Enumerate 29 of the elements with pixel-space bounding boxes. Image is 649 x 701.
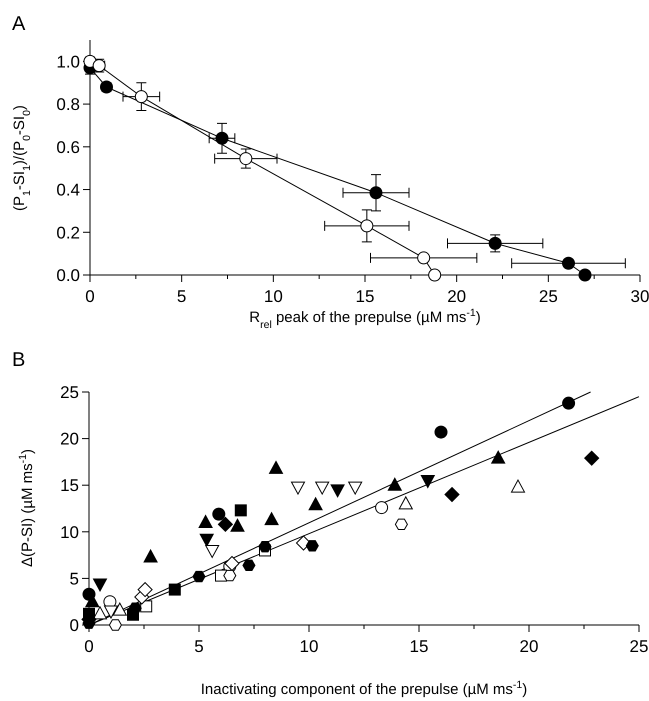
y-tick-label: 15 bbox=[60, 476, 79, 496]
x-tick-label: 25 bbox=[538, 287, 558, 306]
chart-title: B bbox=[12, 349, 26, 371]
x-tick-label: 30 bbox=[630, 287, 649, 306]
x-tick-label: 10 bbox=[300, 637, 318, 656]
x-tick-label: 0 bbox=[85, 287, 95, 306]
x-axis-title: R$_{rel}$ peak of the prepulse (µM ms$^{-1}$) bbox=[249, 307, 481, 331]
y-tick-label: 0.8 bbox=[56, 95, 80, 114]
x-tick-label: 20 bbox=[520, 637, 538, 656]
y-tick-label: 5 bbox=[70, 569, 79, 588]
y-tick-label: 0.4 bbox=[56, 180, 80, 200]
y-tick-label: 0.0 bbox=[56, 266, 80, 285]
x-tick-label: 0 bbox=[84, 637, 94, 656]
x-tick-label: 10 bbox=[264, 287, 283, 306]
y-tick-label: 10 bbox=[60, 522, 79, 542]
y-tick-label: 20 bbox=[60, 430, 79, 449]
x-tick-label: 5 bbox=[176, 287, 186, 306]
x-tick-label: 15 bbox=[356, 287, 374, 306]
y-tick-label: 0.6 bbox=[56, 138, 80, 157]
y-tick-label: 0.2 bbox=[56, 223, 80, 242]
x-axis-title: Inactivating component of the prepulse (µM ms$^{-1}$) bbox=[200, 679, 528, 698]
y-tick-label: 25 bbox=[60, 383, 79, 402]
x-tick-label: 5 bbox=[194, 637, 204, 656]
x-tick-label: 15 bbox=[410, 637, 428, 656]
x-tick-label: 25 bbox=[630, 637, 648, 656]
chart-title: A bbox=[12, 13, 26, 35]
x-tick-label: 20 bbox=[447, 287, 466, 306]
y-tick-label: 0 bbox=[70, 616, 79, 635]
y-tick-label: 1.0 bbox=[56, 52, 80, 72]
